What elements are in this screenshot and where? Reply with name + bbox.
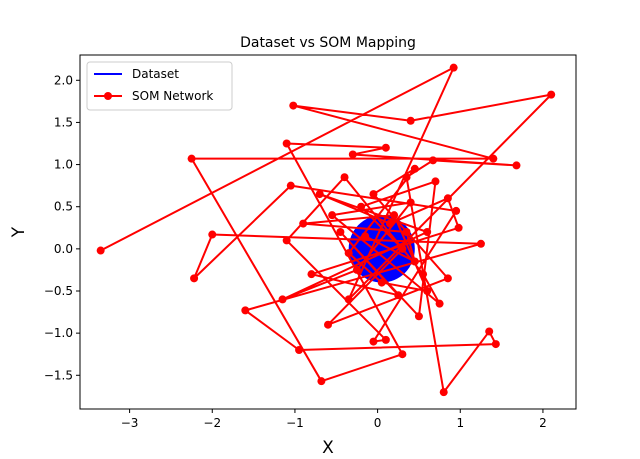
som-node-marker xyxy=(282,139,291,148)
x-tick-label: 2 xyxy=(539,416,547,430)
som-node-marker xyxy=(512,161,521,170)
som-node-marker xyxy=(369,190,378,199)
som-node-marker xyxy=(348,150,357,159)
som-node-marker xyxy=(369,337,378,346)
som-node-marker xyxy=(423,228,432,236)
som-node-marker xyxy=(547,90,556,99)
som-node-marker xyxy=(241,306,250,315)
som-node-marker xyxy=(443,274,452,283)
som-node-marker xyxy=(410,164,419,173)
som-node-marker xyxy=(96,246,105,255)
som-node-marker xyxy=(299,219,308,228)
som-node-marker xyxy=(317,377,326,386)
som-node-marker xyxy=(352,265,361,274)
som-node-marker xyxy=(307,270,316,279)
som-node-marker xyxy=(386,219,394,228)
som-node-marker xyxy=(402,228,411,236)
data-layer xyxy=(96,63,556,397)
som-node-marker xyxy=(315,190,324,199)
som-node-marker xyxy=(286,181,295,190)
som-node-marker xyxy=(208,230,217,239)
legend-som-marker xyxy=(104,92,112,100)
y-tick-label: 2.0 xyxy=(54,73,73,87)
x-tick-label: 1 xyxy=(456,416,464,430)
som-node-marker xyxy=(491,340,500,349)
som-node-marker xyxy=(410,257,419,266)
x-tick-label: 0 xyxy=(374,416,382,430)
som-node-marker xyxy=(390,211,399,220)
som-node-marker xyxy=(361,232,370,241)
som-node-marker xyxy=(344,295,353,304)
som-node-marker xyxy=(398,244,407,253)
som-node-marker xyxy=(278,295,287,304)
som-node-marker xyxy=(381,143,390,152)
som-node-marker xyxy=(449,63,458,72)
som-node-marker xyxy=(414,312,423,321)
som-node-marker xyxy=(431,177,440,186)
som-node-marker xyxy=(344,249,353,258)
som-node-marker xyxy=(406,198,415,207)
som-node-marker xyxy=(476,239,485,248)
som-node-marker xyxy=(357,202,366,211)
som-node-marker xyxy=(439,388,448,397)
som-node-marker xyxy=(289,101,298,110)
som-node-marker xyxy=(454,223,463,232)
chart-title: Dataset vs SOM Mapping xyxy=(240,35,416,51)
som-node-marker xyxy=(377,278,386,287)
som-node-marker xyxy=(406,116,415,125)
som-node-marker xyxy=(394,291,403,300)
som-node-marker xyxy=(328,211,337,220)
y-tick-label: 0.5 xyxy=(54,200,73,214)
som-node-marker xyxy=(489,154,498,163)
plot-area xyxy=(96,63,556,397)
legend-dataset-label: Dataset xyxy=(132,67,179,81)
som-node-marker xyxy=(443,194,452,203)
y-tick-label: −1.0 xyxy=(44,326,73,340)
som-node-marker xyxy=(419,270,428,279)
som-node-marker xyxy=(295,346,304,354)
x-axis-ticks: −3 −2 −1 0 1 2 xyxy=(121,409,547,430)
legend-som-label: SOM Network xyxy=(132,89,213,103)
som-node-marker xyxy=(381,335,390,344)
y-tick-label: −0.5 xyxy=(44,284,73,298)
x-tick-label: −1 xyxy=(286,416,304,430)
y-axis-ticks: −1.5 −1.0 −0.5 0.0 0.5 1.0 1.5 2.0 xyxy=(44,73,80,382)
plot-frame xyxy=(79,54,577,410)
som-network-line xyxy=(100,66,553,394)
som-node-marker xyxy=(452,206,461,215)
y-axis-label: Y xyxy=(9,226,29,238)
som-node-marker xyxy=(282,236,291,245)
som-node-marker xyxy=(340,173,349,182)
y-tick-label: 1.5 xyxy=(54,115,73,129)
legend: Dataset SOM Network xyxy=(86,61,233,111)
som-node-marker xyxy=(428,156,437,165)
y-tick-label: 1.0 xyxy=(54,158,73,172)
x-axis-label: X xyxy=(322,438,334,458)
som-node-marker xyxy=(187,154,196,163)
som-node-marker xyxy=(485,327,494,336)
som-node-marker xyxy=(435,299,444,308)
y-tick-label: −1.5 xyxy=(44,368,73,382)
y-tick-label: 0.0 xyxy=(54,242,73,256)
som-node-marker xyxy=(402,173,411,182)
som-node-marker xyxy=(398,350,407,359)
som-node-marker xyxy=(336,228,345,236)
x-tick-label: −3 xyxy=(121,416,139,430)
som-node-marker xyxy=(423,287,432,295)
som-node-marker xyxy=(324,320,332,329)
x-tick-label: −2 xyxy=(203,416,221,430)
som-node-marker xyxy=(190,274,199,283)
legend-box xyxy=(86,61,233,111)
